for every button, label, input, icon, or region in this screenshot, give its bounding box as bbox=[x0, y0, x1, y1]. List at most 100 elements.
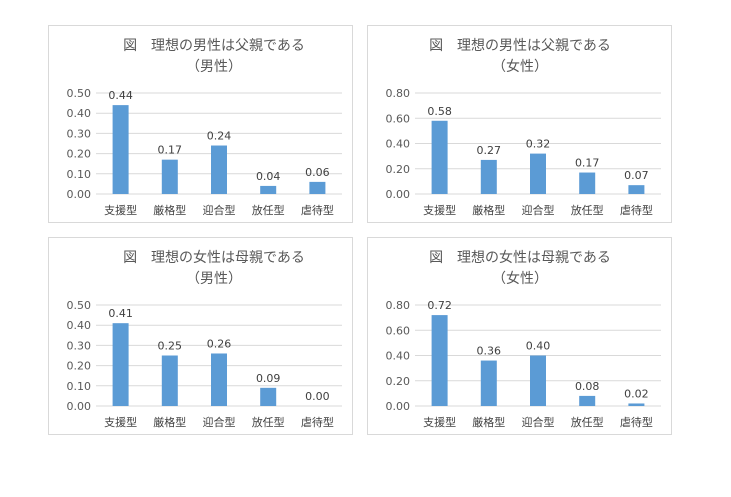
x-category-label: 迎合型 bbox=[522, 203, 555, 217]
chart-title: 図 理想の女性は母親である bbox=[123, 249, 305, 266]
data-label: 0.07 bbox=[624, 169, 649, 182]
chart-panel-mother-female: 図 理想の女性は母親である （女性） 0.00 0.20 0.40 0.60 0.80 0… bbox=[367, 237, 672, 435]
data-label: 0.06 bbox=[305, 166, 330, 179]
bar bbox=[211, 145, 227, 194]
plot-area: 0.00 0.10 0.20 0.30 0.40 0.50 0.41 支援型 0.25 厳格型 0.… bbox=[67, 299, 342, 429]
chart-title: 図 理想の男性は父親である bbox=[123, 38, 305, 54]
bar bbox=[431, 120, 448, 194]
data-label: 0.08 bbox=[575, 380, 600, 393]
x-category-label: 迎合型 bbox=[203, 415, 236, 429]
y-tick-label: 0.40 bbox=[386, 350, 411, 363]
y-tick-label: 0.40 bbox=[67, 107, 92, 120]
x-category-label: 支援型 bbox=[104, 415, 137, 429]
bar bbox=[112, 323, 129, 406]
y-tick-label: 0.60 bbox=[386, 324, 411, 337]
y-tick-label: 0.10 bbox=[67, 380, 92, 393]
chart-svg-father-male: 図 理想の男性は父親である （男性） 0.000.100.200.300.400… bbox=[67, 38, 342, 217]
chart-panel-father-male: 図 理想の男性は父親である （男性） 0.00 0.10 0.20 0.30 0.40 0… bbox=[48, 25, 353, 223]
x-category-label: 虐待型 bbox=[301, 203, 334, 217]
y-tick-label: 0.80 bbox=[386, 87, 411, 100]
chart-subtitle: （男性） bbox=[186, 271, 242, 287]
y-tick-label: 0.00 bbox=[67, 188, 92, 201]
chart-panel-mother-male: 図 理想の女性は母親である （男性） 0.00 0.10 0.20 0.30 0.40 0… bbox=[48, 237, 353, 435]
chart-subtitle: （女性） bbox=[492, 270, 548, 287]
bar bbox=[480, 159, 497, 194]
chart-svg-father-female: 図 理想の男性は父親である （女性） 0.000.200.400.600.800… bbox=[386, 38, 661, 217]
plot-area: 0.00 0.10 0.20 0.30 0.40 0.50 0.44 支援型 0.17 厳格型 0.… bbox=[67, 87, 342, 217]
y-tick-label: 0.20 bbox=[386, 163, 411, 176]
data-label: 0.58 bbox=[427, 105, 452, 118]
data-label: 0.00 bbox=[305, 390, 330, 403]
data-label: 0.44 bbox=[108, 89, 133, 102]
bar bbox=[628, 403, 645, 406]
y-tick-label: 0.00 bbox=[386, 400, 411, 413]
data-label: 0.72 bbox=[427, 299, 452, 312]
x-category-label: 支援型 bbox=[423, 203, 456, 217]
y-tick-label: 0.80 bbox=[386, 299, 411, 312]
data-label: 0.25 bbox=[158, 340, 183, 353]
data-label: 0.27 bbox=[477, 144, 502, 157]
data-label: 0.36 bbox=[477, 345, 502, 358]
bar bbox=[260, 185, 277, 194]
y-tick-label: 0.30 bbox=[67, 127, 92, 140]
bar bbox=[161, 355, 178, 406]
chart-subtitle: （女性） bbox=[492, 58, 548, 75]
bar bbox=[309, 181, 326, 194]
y-tick-label: 0.40 bbox=[67, 319, 92, 332]
chart-svg-mother-male: 図 理想の女性は母親である （男性） 0.000.100.200.300.400… bbox=[67, 249, 342, 429]
x-category-label: 放任型 bbox=[252, 415, 285, 429]
x-category-label: 厳格型 bbox=[153, 415, 186, 429]
bar bbox=[530, 355, 546, 406]
plot-area: 0.00 0.20 0.40 0.60 0.80 0.58 支援型 0.27 厳格型 0.32 迎合… bbox=[386, 87, 661, 217]
data-label: 0.17 bbox=[158, 144, 183, 157]
data-label: 0.40 bbox=[526, 340, 551, 353]
bar bbox=[161, 159, 178, 194]
x-category-label: 厳格型 bbox=[472, 415, 505, 429]
data-label: 0.32 bbox=[526, 138, 551, 151]
x-category-label: 迎合型 bbox=[203, 203, 236, 217]
bar bbox=[431, 315, 448, 406]
chart-panel-father-female: 図 理想の男性は父親である （女性） 0.00 0.20 0.40 0.60 0.80 0… bbox=[367, 25, 672, 223]
bar bbox=[260, 387, 277, 406]
x-category-label: 虐待型 bbox=[620, 415, 653, 429]
x-category-label: 放任型 bbox=[571, 415, 604, 429]
bar bbox=[480, 360, 497, 406]
bar bbox=[579, 172, 596, 194]
x-category-label: 放任型 bbox=[252, 203, 285, 217]
data-label: 0.09 bbox=[256, 372, 281, 385]
y-tick-label: 0.20 bbox=[386, 375, 411, 388]
x-category-label: 支援型 bbox=[423, 415, 456, 429]
y-tick-label: 0.60 bbox=[386, 112, 411, 125]
bar bbox=[579, 395, 596, 406]
data-label: 0.04 bbox=[256, 170, 281, 183]
chart-title: 図 理想の男性は父親である bbox=[429, 38, 611, 54]
data-label: 0.17 bbox=[575, 157, 600, 170]
x-category-label: 虐待型 bbox=[301, 415, 334, 429]
y-tick-label: 0.30 bbox=[67, 339, 92, 352]
data-label: 0.24 bbox=[207, 130, 232, 143]
y-tick-label: 0.40 bbox=[386, 138, 411, 151]
plot-area: 0.00 0.20 0.40 0.60 0.80 0.72 支援型 0.36 厳格型 0.40 迎合… bbox=[386, 299, 661, 429]
x-category-label: 厳格型 bbox=[153, 203, 186, 217]
bar bbox=[530, 153, 546, 194]
x-category-label: 迎合型 bbox=[522, 415, 555, 429]
x-category-label: 支援型 bbox=[104, 203, 137, 217]
data-label: 0.26 bbox=[207, 337, 232, 350]
y-tick-label: 0.00 bbox=[386, 188, 411, 201]
y-tick-label: 0.50 bbox=[67, 87, 92, 100]
bar bbox=[628, 185, 645, 194]
chart-subtitle: （男性） bbox=[186, 59, 242, 75]
bar bbox=[211, 353, 227, 406]
x-category-label: 厳格型 bbox=[472, 203, 505, 217]
data-label: 0.41 bbox=[108, 307, 133, 320]
y-tick-label: 0.50 bbox=[67, 299, 92, 312]
y-tick-label: 0.10 bbox=[67, 168, 92, 181]
chart-svg-mother-female: 図 理想の女性は母親である （女性） 0.000.200.400.600.80 0… bbox=[386, 249, 661, 429]
bar bbox=[112, 105, 129, 194]
y-tick-label: 0.00 bbox=[67, 400, 92, 413]
chart-title: 図 理想の女性は母親である bbox=[429, 249, 611, 266]
x-category-label: 放任型 bbox=[571, 203, 604, 217]
y-tick-label: 0.20 bbox=[67, 360, 92, 373]
x-category-label: 虐待型 bbox=[620, 203, 653, 217]
data-label: 0.02 bbox=[624, 387, 649, 400]
